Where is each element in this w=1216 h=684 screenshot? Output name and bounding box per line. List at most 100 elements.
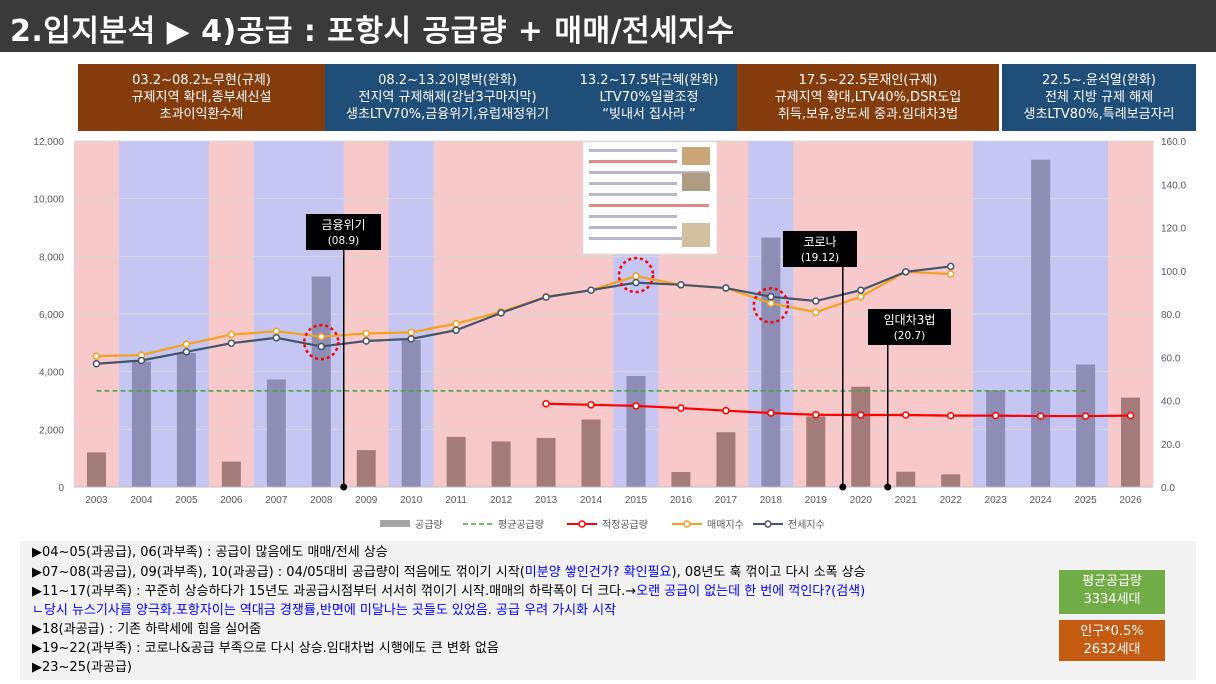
- thumbnail-text-line: [589, 149, 677, 152]
- proper-supply-point: [1036, 412, 1045, 420]
- sale-index-point: [407, 328, 415, 337]
- proper-supply-point: [991, 411, 1000, 420]
- supply-bar: [671, 472, 691, 487]
- supply-bar: [491, 441, 511, 487]
- avg-supply-value: 3334세대: [1083, 592, 1141, 607]
- note-question: 미분양 쌓인건가? 확인필요: [524, 565, 672, 580]
- jeonse-index-point: [632, 278, 640, 287]
- note-line: ▶04~05(과공급), 06(과부족) : 공급이 많음에도 매매/전세 상승: [32, 545, 388, 560]
- y-right-tick-label: 80.0: [1161, 310, 1181, 321]
- event-label: 코로나: [803, 235, 836, 249]
- x-tick-label: 2025: [1074, 495, 1097, 506]
- jeonse-index-point: [497, 309, 505, 317]
- x-tick-label: 2022: [940, 495, 963, 506]
- era-box-yoon: 22.5~.윤석열(완화) 전체 지방 규제 해제 생초LTV80%,특례보금자…: [1002, 64, 1196, 131]
- jeonse-index-point: [901, 268, 910, 276]
- required-supply-label: 인구*0.5%: [1080, 624, 1144, 639]
- x-tick-label: 2013: [535, 495, 558, 506]
- era-line1: 03.2~08.2노무현(규제): [132, 73, 271, 88]
- y-right-tick-label: 140.0: [1161, 180, 1186, 191]
- era-line2: 전지역 규제해제(강남3구마지막): [358, 90, 537, 105]
- event-label-box: [783, 231, 857, 267]
- page-title: 2.입지분석 ▶ 4)공급 : 포항시 공급량 + 매매/전세지수: [10, 14, 735, 49]
- jeonse-index-point: [407, 335, 415, 343]
- thumbnail-text-line: [589, 237, 709, 240]
- supply-bar: [581, 419, 601, 487]
- note-line: ▶07~08(과공급), 09(과부족), 10(과공급) : 04/05대비 …: [32, 564, 866, 582]
- y-left-tick-label: 10,000: [33, 195, 64, 206]
- proper-supply-point: [1126, 411, 1135, 420]
- sale-index-point: [857, 292, 865, 301]
- legend-label: 적정공급량: [602, 519, 648, 531]
- event-marker-dot: [884, 483, 892, 491]
- x-tick-label: 2003: [85, 495, 108, 506]
- y-right-tick-label: 120.0: [1161, 224, 1186, 235]
- era-line1: 13.2~17.5박근혜(완화): [579, 73, 719, 88]
- annotations: 금융위기 (08.9) 코로나 (19.12) 임대차3법 (20.7): [303, 214, 951, 491]
- thumbnail-photo: [682, 147, 710, 165]
- y-left-tick-label: 8,000: [39, 252, 64, 263]
- jeonse-index-point: [587, 286, 595, 294]
- jeonse-index-point: [767, 292, 775, 301]
- jeonse-index-point: [272, 334, 281, 342]
- x-tick-label: 2023: [985, 495, 1008, 506]
- axes: 0 2,000 4,000 6,000 8,000 10,000 12,000 0.0 20.0…: [33, 137, 1186, 506]
- x-tick-label: 2026: [1119, 495, 1142, 506]
- supply-bar: [86, 452, 106, 487]
- era-box-lee-park: 08.2~13.2이명박(완화) 전지역 규제해제(강남3구마지막) 생초LTV…: [325, 64, 737, 131]
- x-tick-label: 2010: [400, 495, 423, 506]
- thumbnail-text-line: [589, 215, 677, 218]
- x-tick-label: 2021: [895, 495, 918, 506]
- x-tick-label: 2014: [580, 495, 603, 506]
- legend-swatch-point: [578, 520, 586, 528]
- supply-bar: [131, 361, 151, 487]
- event-date: (19.12): [801, 252, 839, 264]
- x-tick-label: 2016: [670, 495, 693, 506]
- y-right-tick-label: 60.0: [1161, 353, 1181, 364]
- supply-bar: [356, 450, 376, 487]
- sale-index-point: [272, 327, 281, 336]
- note-question: 오랜 공급이 없는데 한 번에 꺽인다?(검색): [636, 584, 866, 599]
- y-right-tick-label: 0.0: [1161, 483, 1175, 494]
- x-tick-label: 2012: [490, 495, 513, 506]
- supply-bar: [941, 474, 961, 487]
- jeonse-index-point: [92, 359, 101, 368]
- x-tick-label: 2018: [760, 495, 783, 506]
- notes-panel: ▶04~05(과공급), 06(과부족) : 공급이 많음에도 매매/전세 상승…: [20, 541, 1196, 680]
- supply-bar: [986, 390, 1006, 487]
- highlight-circle: [617, 256, 655, 294]
- supply-bar: [1031, 159, 1051, 487]
- thumbnail-text-line: [589, 182, 677, 185]
- supply-bar: [806, 416, 826, 487]
- y-right-tick-label: 40.0: [1161, 397, 1181, 408]
- supply-bar: [896, 471, 916, 487]
- y-left-tick-label: 2,000: [39, 425, 64, 436]
- note-line: ▶19~22(과부족) : 코로나&공급 부족으로 다시 상승.임대차법 시행에…: [32, 641, 499, 656]
- required-supply-value: 2632세대: [1083, 642, 1141, 657]
- era-line1: 22.5~.윤석열(완화): [1042, 73, 1156, 88]
- x-tick-label: 2017: [715, 495, 738, 506]
- era-box-moon: 17.5~22.5문재인(규제) 규제지역 확대,LTV40%,DSR도입 취득…: [737, 64, 999, 131]
- proper-supply-point: [587, 401, 595, 409]
- era-line1: 17.5~22.5문재인(규제): [798, 73, 938, 88]
- sale-index-point: [317, 332, 326, 341]
- event-marker-dot: [839, 483, 847, 491]
- thumbnail-text-line: [589, 204, 709, 207]
- era-line3: 취득,보유,양도세 중과.임대차3법: [777, 107, 959, 122]
- era-line2: 규제지역 확대,종부세신설: [131, 90, 272, 105]
- event-label-box: [306, 214, 381, 250]
- jeonse-index-point: [542, 293, 550, 301]
- event-label-box: [868, 309, 951, 345]
- era-line1: 08.2~13.2이명박(완화): [378, 73, 517, 88]
- era-park: 13.2~17.5박근혜(완화) LTV70%일괄조정 “빚내서 집사라 ”: [565, 72, 733, 123]
- supply-bar: [446, 436, 466, 487]
- highlight-circle: [752, 287, 790, 324]
- event-date: (20.7): [894, 330, 926, 342]
- jeonse-index-point: [452, 326, 460, 334]
- era-line2: 규제지역 확대,LTV40%,DSR도입: [774, 90, 962, 105]
- sale-index-point: [632, 272, 640, 280]
- event-date: (08.9): [328, 235, 360, 247]
- avg-supply-box: 평균공급량 3334세대: [1059, 570, 1165, 614]
- supply-bar: [401, 339, 421, 487]
- era-lee: 08.2~13.2이명박(완화) 전지역 규제해제(강남3구마지막) 생초LTV…: [325, 72, 570, 123]
